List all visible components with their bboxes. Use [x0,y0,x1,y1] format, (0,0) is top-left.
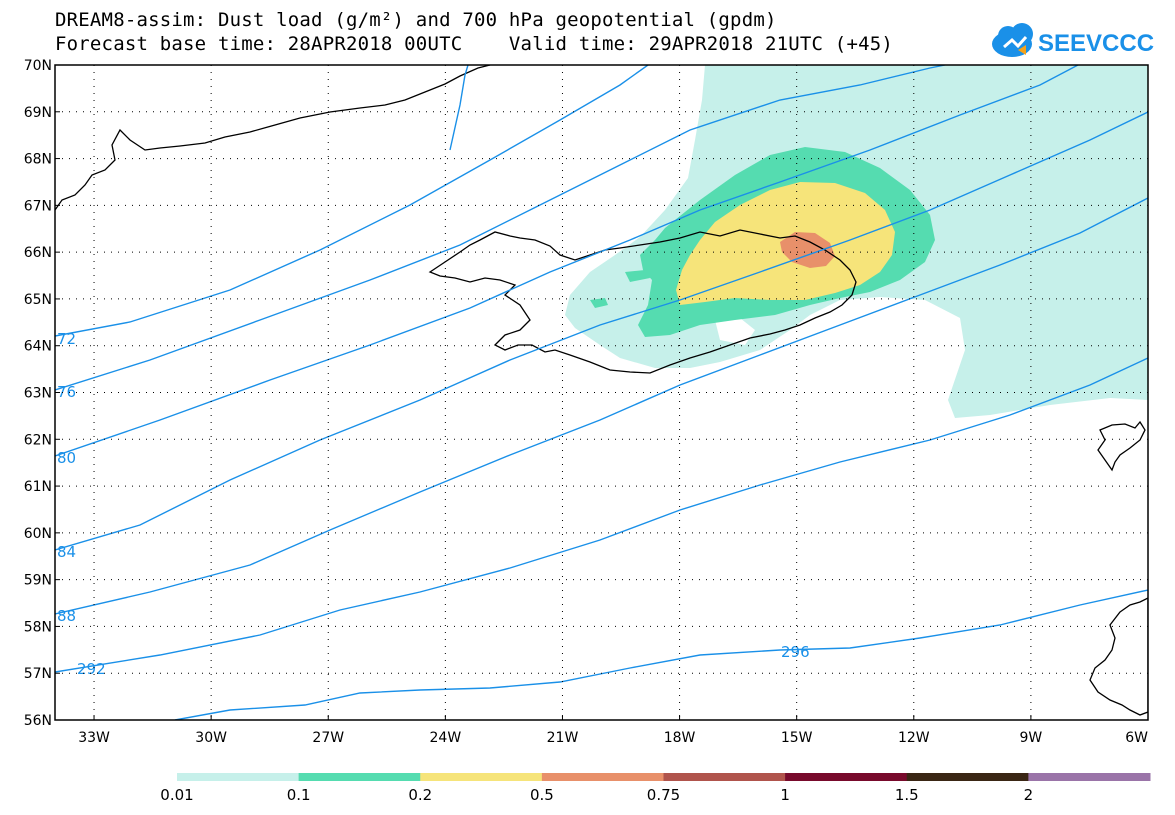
lat-tick-label: 63N [24,386,52,402]
coastline-greenland [55,65,491,211]
colorbar-swatch [541,773,664,781]
contour-line [55,197,1148,615]
latitude-labels: 56N 57N 58N 59N 60N 61N 62N 63N 64N 65N 66N 67N 68N 6… [24,58,52,729]
contour-label: 292 [77,660,106,678]
contour-line [174,589,1148,720]
lat-tick-label: 65N [24,292,52,308]
colorbar-swatch [298,773,421,781]
colorbar-label: 0.1 [287,786,311,804]
contour-label: 84 [57,543,76,561]
colorbar-label: 1.5 [895,786,919,804]
lon-tick-label: 24W [430,730,462,746]
lon-tick-label: 27W [312,730,344,746]
lat-tick-label: 64N [24,339,52,355]
contour-line [55,65,1079,457]
lat-tick-label: 62N [24,432,52,448]
coastline-iceland [428,229,857,374]
colorbar-label: 0.5 [530,786,554,804]
dust-load-shading [565,65,1148,418]
lon-tick-label: 6W [1125,730,1148,746]
colorbar-label: 0.2 [408,786,432,804]
colorbar-swatch [906,773,1029,781]
contour-label: 88 [57,607,76,625]
contour-line [55,65,946,391]
colorbar-swatch [1028,773,1151,781]
lon-tick-label: 12W [898,730,930,746]
colorbar-swatch [663,773,786,781]
coastline-faroe [1097,420,1146,472]
colorbar: 0.01 0.1 0.2 0.5 0.75 1 1.5 2 [160,773,1151,804]
longitude-labels: 33W 30W 27W 24W 21W 18W 15W 12W 9W 6W [78,730,1148,746]
colorbar-swatch [177,773,300,781]
colorbar-label: 0.75 [647,786,680,804]
cloud-logo-icon [992,23,1033,57]
lon-tick-label: 33W [78,730,110,746]
lat-tick-label: 59N [24,573,52,589]
lat-tick-label: 67N [24,198,52,214]
lat-tick-label: 61N [24,479,52,495]
coastline-scotland [1089,597,1148,716]
chart-title-line1: DREAM8-assim: Dust load (g/m²) and 700 h… [55,9,777,31]
logo-text: SEEVCCC [1038,30,1154,57]
geopotential-contours [55,65,1148,720]
lon-tick-label: 18W [664,730,696,746]
colorbar-swatch [785,773,908,781]
colorbar-label: 0.01 [160,786,193,804]
lat-tick-label: 60N [24,526,52,542]
lon-tick-label: 21W [547,730,579,746]
contour-label: 72 [57,330,76,348]
lat-tick-label: 58N [24,619,52,635]
lat-tick-label: 66N [24,245,52,261]
dust-band-0-5 [780,232,835,268]
lat-lon-grid [55,64,1149,721]
contour-label: 296 [781,643,810,661]
contour-line [55,111,1148,551]
colorbar-label: 2 [1024,786,1034,804]
lat-tick-label: 70N [24,58,52,74]
seevccc-logo: SEEVCCC [992,23,1154,57]
coastlines [55,65,1148,716]
lon-tick-label: 15W [781,730,813,746]
lat-tick-label: 68N [24,152,52,168]
colorbar-label: 1 [780,786,790,804]
map-frame [54,64,1149,721]
lat-tick-label: 57N [24,666,52,682]
contour-label: 76 [57,383,76,401]
contour-line [55,65,649,337]
lon-tick-label: 9W [1020,730,1043,746]
lon-tick-label: 30W [195,730,227,746]
contour-line [449,65,469,151]
colorbar-swatch [420,773,543,781]
contour-line [55,357,1148,673]
chart-title-line2: Forecast base time: 28APR2018 00UTC Vali… [55,33,894,55]
lat-tick-label: 69N [24,105,52,121]
contour-labels: 72 76 80 84 88 292 296 [57,330,810,678]
contour-label: 80 [57,449,76,467]
lat-tick-label: 56N [24,713,52,729]
